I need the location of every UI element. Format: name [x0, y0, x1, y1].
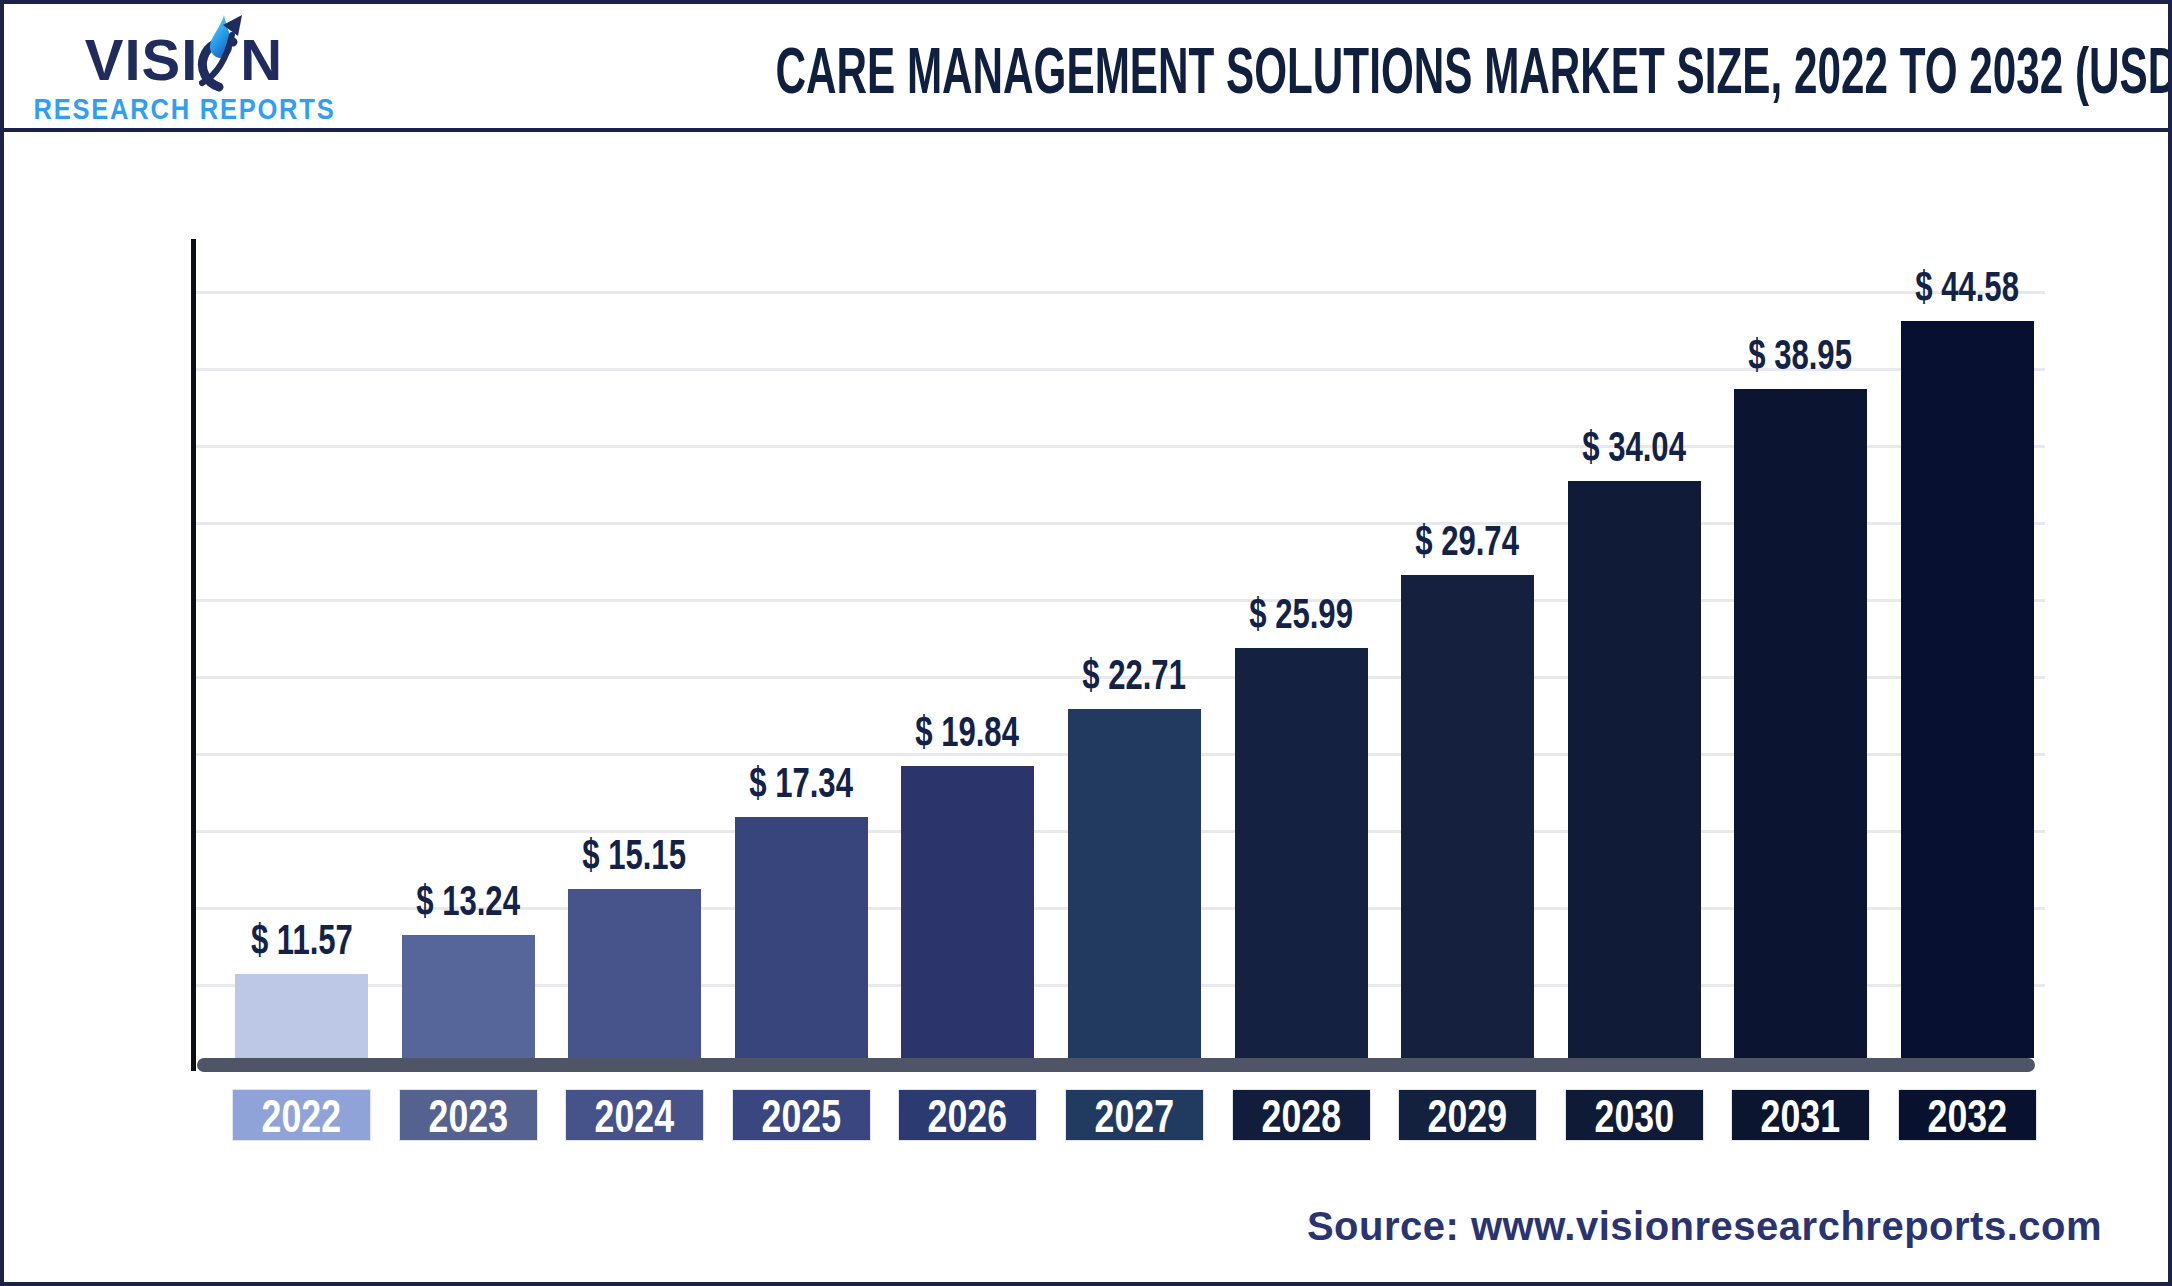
- x-axis-tick-2023: 2023: [399, 1089, 538, 1141]
- bar-value-text: $ 13.24: [417, 877, 521, 925]
- bar-value-label-2031: $ 38.95: [1689, 331, 1912, 379]
- bar-2022: [235, 974, 368, 1058]
- x-axis-tick-2022: 2022: [232, 1089, 371, 1141]
- bar-value-label-2027: $ 22.71: [1023, 651, 1246, 699]
- x-axis-tick-label: 2028: [1262, 1090, 1341, 1142]
- bar-value-label-2029: $ 29.74: [1356, 517, 1579, 565]
- bar-2029: [1401, 575, 1534, 1058]
- x-axis-tick-2031: 2031: [1731, 1089, 1870, 1141]
- vision-research-reports-logo: VISI N RESEARCH REPORTS: [4, 7, 364, 126]
- logo-wordmark: VISI N: [85, 13, 284, 89]
- x-axis-tick-2025: 2025: [732, 1089, 871, 1141]
- bar-value-text: $ 19.84: [916, 708, 1020, 756]
- bar-2023: [402, 935, 535, 1058]
- x-axis-tick-label: 2026: [928, 1090, 1007, 1142]
- bar-2025: [735, 817, 868, 1058]
- bar-chart-area: $ 11.57 $ 13.24 $ 15.15 $ 17.34 $ 19.84 $ 22.…: [4, 4, 2168, 1282]
- logo-subtitle: RESEARCH REPORTS: [33, 93, 335, 126]
- bar-2031: [1734, 389, 1867, 1058]
- bar-2030: [1568, 481, 1701, 1058]
- bar-value-label-2030: $ 34.04: [1523, 423, 1746, 471]
- bar-2032: [1901, 321, 2034, 1058]
- source-text: Source: www.visionresearchreports.com: [1307, 1204, 2102, 1249]
- x-axis-tick-2030: 2030: [1565, 1089, 1704, 1141]
- bar-value-text: $ 15.15: [583, 831, 687, 879]
- bar-value-label-2026: $ 19.84: [856, 708, 1079, 756]
- bar-value-label-2025: $ 17.34: [690, 759, 913, 807]
- bar-value-text: $ 17.34: [750, 759, 854, 807]
- bar-value-text: $ 22.71: [1083, 651, 1187, 699]
- bar-value-label-2023: $ 13.24: [357, 877, 580, 925]
- x-axis-tick-2027: 2027: [1065, 1089, 1204, 1141]
- bar-value-text: $ 29.74: [1416, 517, 1520, 565]
- header-divider-line: [4, 128, 2168, 132]
- bar-value-label-2024: $ 15.15: [523, 831, 746, 879]
- x-axis-tick-label: 2027: [1095, 1090, 1174, 1142]
- bar-value-text: $ 34.04: [1583, 423, 1687, 471]
- x-axis-tick-label: 2032: [1928, 1090, 2007, 1142]
- header: VISI N RESEARCH REPORTS: [4, 4, 2168, 128]
- x-axis-tick-label: 2023: [429, 1090, 508, 1142]
- x-axis-tick-label: 2030: [1595, 1090, 1674, 1142]
- x-axis-tick-label: 2031: [1761, 1090, 1840, 1142]
- bar-value-label-2032: $ 44.58: [1856, 263, 2079, 311]
- logo-text-right: N: [240, 31, 283, 89]
- x-axis-tick-2032: 2032: [1898, 1089, 2037, 1141]
- bar-2028: [1235, 648, 1368, 1058]
- page-title-wrap: CARE MANAGEMENT SOLUTIONS MARKET SIZE, 2…: [364, 24, 2172, 108]
- page-title: CARE MANAGEMENT SOLUTIONS MARKET SIZE, 2…: [775, 34, 2172, 108]
- bar-2024: [568, 889, 701, 1058]
- bar-2026: [901, 766, 1034, 1058]
- gridline: [196, 291, 2045, 294]
- bar-value-text: $ 44.58: [1916, 263, 2020, 311]
- x-axis-tick-label: 2025: [762, 1090, 841, 1142]
- bar-value-text: $ 11.57: [251, 916, 353, 964]
- x-axis-tick-2029: 2029: [1398, 1089, 1537, 1141]
- infographic-canvas: $ 11.57 $ 13.24 $ 15.15 $ 17.34 $ 19.84 $ 22.…: [0, 0, 2172, 1286]
- water-drop-arrow-icon: [196, 13, 242, 95]
- x-axis-tick-label: 2029: [1428, 1090, 1507, 1142]
- bar-value-text: $ 25.99: [1250, 590, 1354, 638]
- bar-2027: [1068, 709, 1201, 1058]
- x-axis-tick-2028: 2028: [1232, 1089, 1371, 1141]
- logo-text-left: VISI: [85, 31, 199, 89]
- x-axis-tick-2026: 2026: [898, 1089, 1037, 1141]
- x-axis-tick-label: 2022: [262, 1090, 341, 1142]
- bar-value-label-2028: $ 25.99: [1190, 590, 1413, 638]
- bar-value-text: $ 38.95: [1749, 331, 1853, 379]
- x-axis-tick-label: 2024: [595, 1090, 674, 1142]
- x-axis-baseline: [197, 1058, 2035, 1072]
- x-axis-tick-2024: 2024: [565, 1089, 704, 1141]
